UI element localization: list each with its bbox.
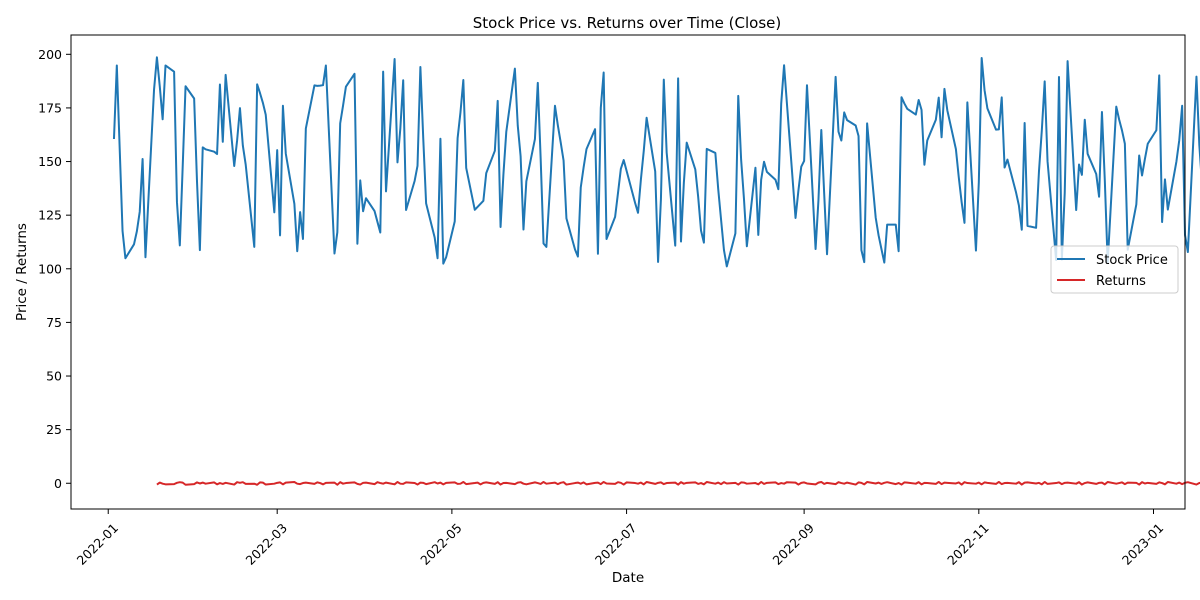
legend-label-returns: Returns xyxy=(1096,274,1146,289)
y-tick-label: 100 xyxy=(38,261,62,276)
plot-frame xyxy=(70,34,1186,510)
y-axis: 0 25 50 75 100 125 150 175 200 xyxy=(38,47,71,491)
y-tick-label: 25 xyxy=(46,422,62,437)
y-tick-label: 200 xyxy=(38,47,62,62)
series-layer xyxy=(112,56,1200,486)
series-line-returns xyxy=(156,480,1200,486)
chart-title: Stock Price vs. Returns over Time (Close… xyxy=(473,14,782,32)
legend-label-stock-price: Stock Price xyxy=(1096,253,1168,268)
y-tick-label: 175 xyxy=(38,100,62,115)
x-axis-label: Date xyxy=(612,570,644,586)
y-tick-label: 50 xyxy=(46,369,62,384)
y-tick-label: 75 xyxy=(46,315,62,330)
y-tick-label: 125 xyxy=(38,208,62,223)
y-tick-label: 150 xyxy=(38,154,62,169)
legend: Stock Price Returns xyxy=(1050,245,1179,294)
plot-area xyxy=(70,34,1200,510)
y-axis-label: Price / Returns xyxy=(14,223,30,321)
series-line-stock-price xyxy=(112,56,1200,268)
y-tick-label: 0 xyxy=(54,476,62,491)
legend-box xyxy=(1050,245,1179,294)
